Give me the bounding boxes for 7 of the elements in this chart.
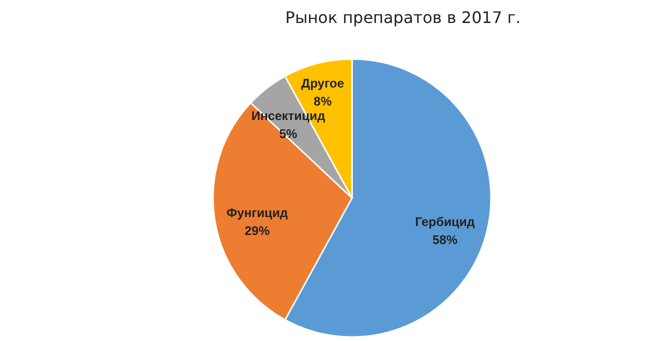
slice-label: Другое [301, 76, 344, 91]
chart-title: Рынок препаратов в 2017 г. [285, 8, 521, 27]
data-label: 58% [432, 232, 458, 247]
data-label: 29% [244, 224, 270, 238]
slice-label: Гербицид [415, 214, 475, 229]
slice-label: Фунгицид [226, 206, 288, 220]
data-label: 8% [314, 94, 332, 109]
